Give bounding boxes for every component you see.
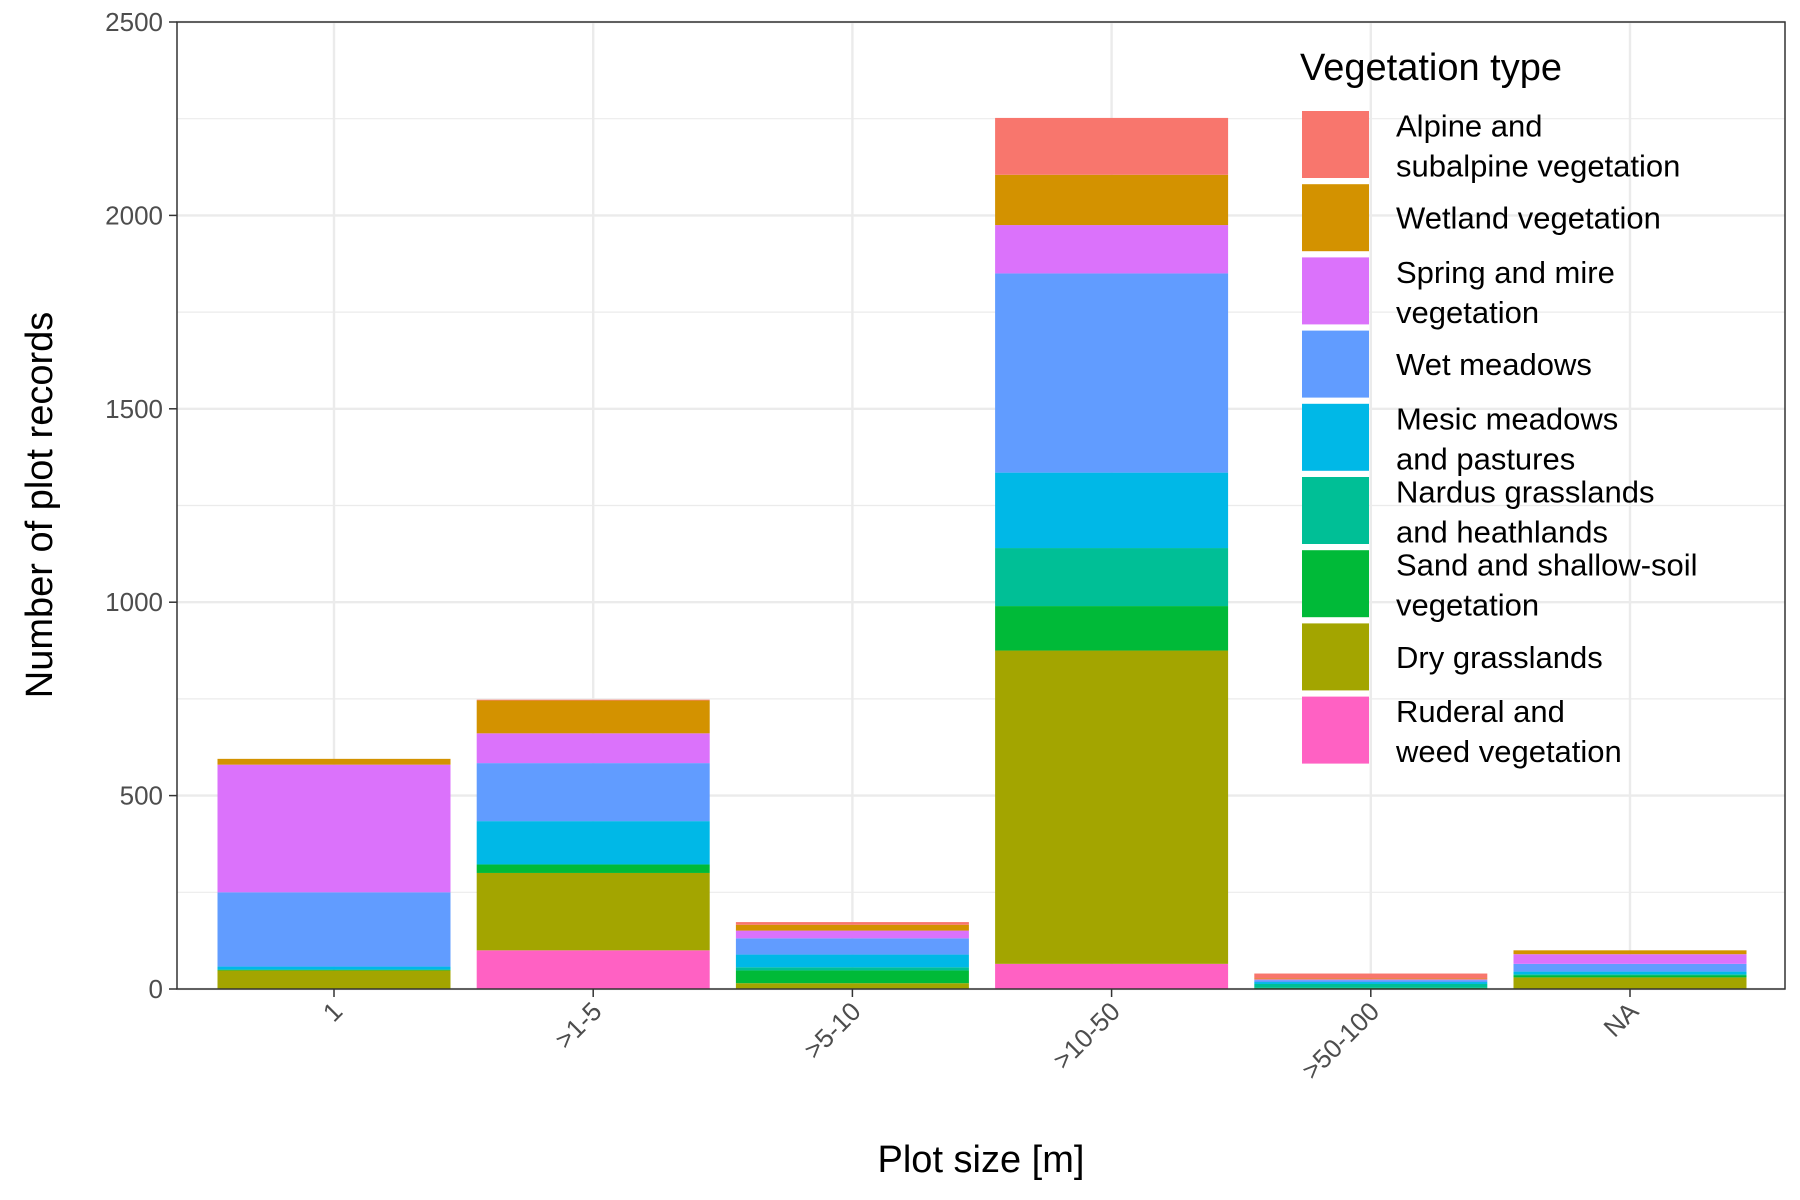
bar-segment [735, 930, 969, 939]
x-tick-label: >1-5 [549, 996, 608, 1055]
bar-segment [217, 764, 451, 893]
legend-label: subalpine vegetation [1396, 149, 1680, 184]
legend-label: Wet meadows [1396, 347, 1592, 382]
bar-segment [476, 763, 710, 822]
bar-segment [476, 872, 710, 951]
x-tick-label: >50-100 [1296, 996, 1385, 1085]
legend-label: weed vegetation [1395, 734, 1622, 769]
bar-segment [995, 548, 1229, 607]
x-tick-label: NA [1597, 996, 1644, 1043]
legend-label: vegetation [1396, 295, 1539, 330]
legend-label: Mesic meadows [1396, 401, 1618, 436]
bar-segment [1513, 975, 1747, 978]
bar-segment [476, 699, 710, 701]
legend-label: Nardus grasslands [1396, 475, 1654, 510]
legend: Vegetation type Alpine and subalpine vege… [1300, 47, 1698, 769]
bar-segment [1513, 971, 1747, 975]
bar-segment [476, 864, 710, 873]
bar-segment [735, 954, 969, 968]
x-tick-label: 1 [317, 996, 348, 1027]
bar-segment [476, 733, 710, 764]
legend-key [1302, 696, 1369, 764]
legend-label: and pastures [1396, 441, 1575, 476]
x-axis-title: Plot size [m] [878, 1139, 1085, 1181]
legend-key [1302, 111, 1369, 178]
y-tick-label: 0 [149, 974, 163, 1004]
y-tick-label: 500 [120, 781, 163, 811]
bar-segment [735, 938, 969, 955]
legend-label: Sand and shallow-soil [1396, 548, 1698, 583]
bar-segment [476, 821, 710, 865]
plot-panel-border [176, 21, 1786, 990]
y-axis-title: Number of plot records [19, 312, 61, 699]
bar-segment [217, 966, 451, 970]
legend-label: and heathlands [1396, 515, 1608, 550]
legend-key [1302, 257, 1369, 325]
legend-label: Alpine and [1396, 109, 1543, 144]
bar-segment [217, 969, 451, 971]
bar-segment [1513, 977, 1747, 989]
bar-segment [217, 758, 451, 765]
bar-segment [1254, 979, 1488, 981]
bar-segment [995, 273, 1229, 473]
x-tick-label: >5-10 [798, 996, 867, 1065]
legend-label: Dry grasslands [1396, 640, 1603, 675]
bar-segment [476, 950, 710, 989]
bar-segment [735, 924, 969, 931]
bar-segment [1513, 974, 1747, 976]
bar-segment [217, 970, 451, 989]
y-tick-label: 2000 [105, 200, 163, 230]
x-tick-label: >10-50 [1047, 996, 1126, 1075]
legend-label: vegetation [1396, 588, 1539, 623]
legend-key [1302, 477, 1369, 544]
bar-segment [476, 700, 710, 734]
bar-segment [995, 117, 1229, 175]
bar-segment [1513, 963, 1747, 972]
bar-segment [735, 922, 969, 925]
y-tick-label: 1500 [105, 394, 163, 424]
legend-key [1302, 550, 1369, 618]
bar-segment [735, 967, 969, 971]
bar-segment [1254, 983, 1488, 988]
y-tick-label: 2500 [105, 7, 163, 37]
bar-segment [1254, 980, 1488, 983]
bar-segment [995, 650, 1229, 964]
bar-segment [1254, 982, 1488, 984]
bar-segment [995, 174, 1229, 226]
legend-label: Spring and mire [1396, 255, 1615, 290]
bar-segment [1254, 973, 1488, 979]
legend-label: Wetland vegetation [1396, 201, 1661, 236]
bar-segment [217, 892, 451, 967]
bar-segment [995, 963, 1229, 989]
bars [217, 117, 1747, 989]
y-tick-label: 1000 [105, 587, 163, 617]
bar-segment [1513, 950, 1747, 955]
legend-key [1302, 623, 1369, 691]
legend-title: Vegetation type [1300, 47, 1562, 89]
bar-segment [1254, 978, 1488, 980]
bar-segment [735, 983, 969, 989]
bar-segment [995, 472, 1229, 549]
bar-segment [995, 225, 1229, 274]
bar-segment [995, 606, 1229, 651]
bar-segment [1513, 954, 1747, 964]
legend-key [1302, 403, 1369, 471]
legend-key [1302, 184, 1369, 252]
legend-key [1302, 330, 1369, 398]
bar-segment [735, 970, 969, 984]
legend-label: Ruderal and [1396, 694, 1565, 729]
